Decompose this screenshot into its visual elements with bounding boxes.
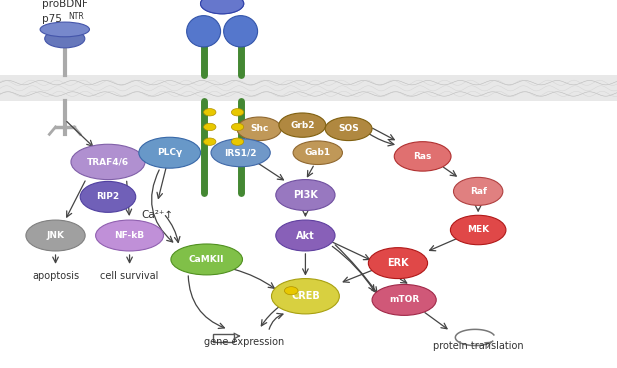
- Text: ERK: ERK: [387, 258, 409, 268]
- Ellipse shape: [80, 181, 136, 212]
- Text: CREB: CREB: [291, 291, 320, 301]
- Ellipse shape: [96, 220, 164, 251]
- Ellipse shape: [139, 137, 201, 168]
- Ellipse shape: [453, 177, 503, 205]
- Ellipse shape: [237, 117, 281, 141]
- Ellipse shape: [201, 0, 244, 14]
- Text: proBDNF: proBDNF: [42, 0, 88, 9]
- Text: JNK: JNK: [46, 231, 65, 240]
- Text: RIP2: RIP2: [96, 192, 120, 201]
- Text: Ras: Ras: [413, 152, 432, 161]
- Ellipse shape: [276, 180, 335, 210]
- Text: Raf: Raf: [470, 187, 487, 196]
- Text: PI3K: PI3K: [293, 190, 318, 200]
- Ellipse shape: [211, 139, 270, 167]
- Ellipse shape: [394, 142, 451, 171]
- Ellipse shape: [372, 284, 436, 315]
- Text: mTOR: mTOR: [389, 296, 420, 304]
- Text: Ca²⁺↑: Ca²⁺↑: [141, 210, 173, 220]
- Ellipse shape: [44, 29, 85, 48]
- Text: CaMKII: CaMKII: [189, 255, 225, 264]
- Bar: [213, 334, 234, 342]
- Ellipse shape: [231, 138, 244, 145]
- Ellipse shape: [231, 109, 244, 116]
- Ellipse shape: [204, 138, 216, 145]
- Text: MEK: MEK: [467, 226, 489, 234]
- Ellipse shape: [171, 244, 242, 275]
- Text: gene expression: gene expression: [204, 337, 284, 347]
- Ellipse shape: [271, 279, 339, 314]
- Text: NF-kB: NF-kB: [115, 231, 144, 240]
- Ellipse shape: [40, 22, 89, 37]
- Text: apoptosis: apoptosis: [32, 271, 79, 281]
- Text: p75: p75: [42, 14, 62, 24]
- Text: cell survival: cell survival: [101, 271, 159, 281]
- Ellipse shape: [450, 215, 506, 245]
- Ellipse shape: [276, 220, 335, 251]
- Text: TRAF4/6: TRAF4/6: [87, 158, 129, 166]
- Text: Shc: Shc: [250, 124, 268, 133]
- Ellipse shape: [325, 117, 372, 141]
- Ellipse shape: [204, 109, 216, 116]
- Text: Grb2: Grb2: [290, 121, 315, 130]
- Ellipse shape: [223, 15, 257, 47]
- Text: Akt: Akt: [296, 230, 315, 241]
- Ellipse shape: [279, 113, 326, 137]
- Text: NTR: NTR: [68, 12, 84, 21]
- Ellipse shape: [71, 144, 145, 180]
- Ellipse shape: [293, 141, 342, 164]
- Ellipse shape: [284, 287, 298, 295]
- Ellipse shape: [26, 220, 85, 251]
- Bar: [0, 75, 617, 101]
- Ellipse shape: [186, 15, 221, 47]
- Ellipse shape: [368, 248, 428, 279]
- Text: PLCγ: PLCγ: [157, 148, 182, 157]
- Text: IRS1/2: IRS1/2: [225, 148, 257, 157]
- Ellipse shape: [231, 123, 244, 131]
- Text: SOS: SOS: [338, 124, 359, 133]
- Text: Gab1: Gab1: [305, 148, 331, 157]
- Ellipse shape: [204, 123, 216, 131]
- Text: protein translation: protein translation: [433, 341, 523, 351]
- Text: TrkB: TrkB: [211, 0, 233, 2]
